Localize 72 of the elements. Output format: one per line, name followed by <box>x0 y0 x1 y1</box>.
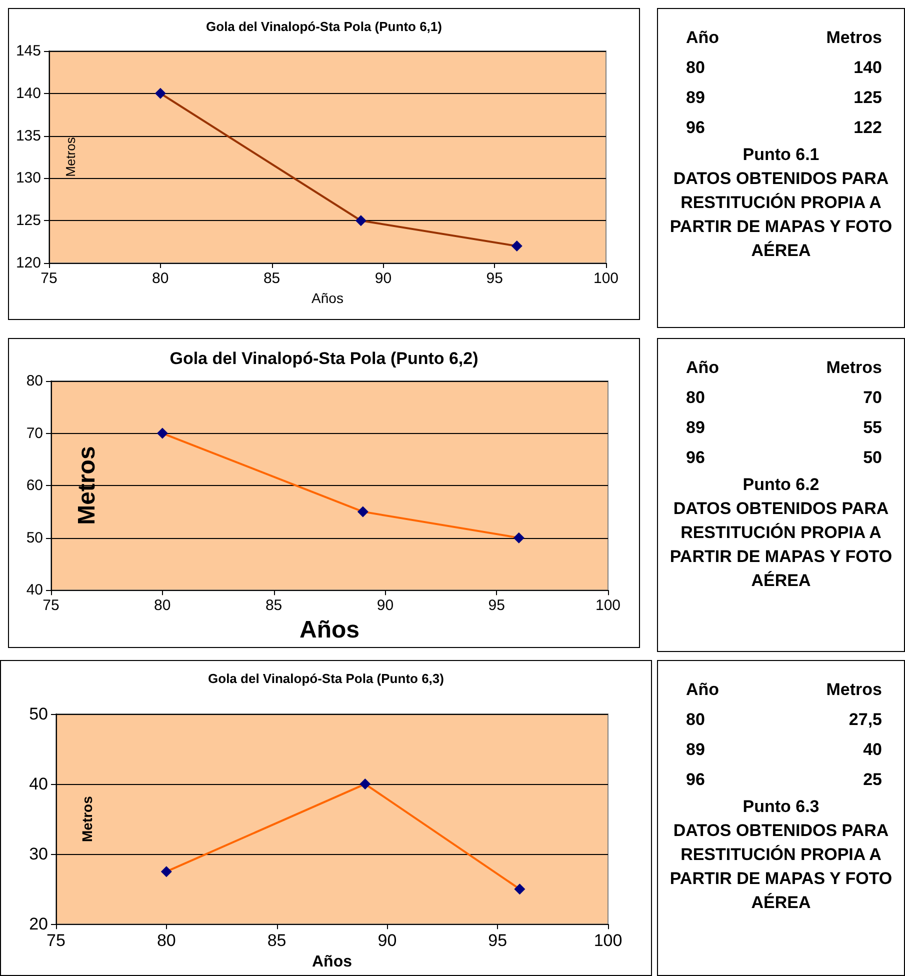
text: Punto 6.2 <box>742 474 820 496</box>
text: 80 <box>686 57 705 79</box>
x-tick-label: 80 <box>152 270 169 287</box>
text: 125 <box>854 87 882 109</box>
x-tick-label: 95 <box>488 931 508 950</box>
text: Punto 6.1 <box>742 144 820 166</box>
text: 50 <box>863 447 882 469</box>
x-axis-title: Años <box>312 290 344 306</box>
y-tick-label: 145 <box>16 42 41 60</box>
chart-title: Gola del Vinalopó-Sta Pola (Punto 6,2) <box>170 349 478 368</box>
y-tick-label: 50 <box>29 704 48 724</box>
text: DATOS OBTENIDOS PARA RESTITUCIÓN PROPIA A PARTIR DE MAPAS Y FOTO AÉREA <box>668 168 894 262</box>
y-tick-label: 20 <box>29 914 48 934</box>
text: Metros <box>826 27 882 49</box>
y-tick-label: 120 <box>16 254 41 272</box>
x-tick-label: 90 <box>376 597 394 614</box>
x-tick-label: 85 <box>263 270 280 287</box>
text: Año <box>686 357 720 379</box>
text: 140 <box>854 57 882 79</box>
y-tick-label: 40 <box>29 774 48 794</box>
text: DATOS OBTENIDOS PARA RESTITUCIÓN PROPIA A PARTIR DE MAPAS Y FOTO AÉREA <box>668 820 894 914</box>
text: 40 <box>863 739 882 761</box>
text: Metros <box>826 679 882 701</box>
x-tick-label: 100 <box>593 270 619 287</box>
text: 55 <box>863 417 882 439</box>
x-axis-title: Años <box>312 954 352 970</box>
x-tick-label: 100 <box>595 597 621 614</box>
x-tick-label: 80 <box>156 931 176 950</box>
y-tick-label: 125 <box>16 212 41 230</box>
text: 70 <box>863 387 882 409</box>
text: 89 <box>686 417 705 439</box>
x-tick-label: 85 <box>265 597 282 614</box>
y-tick-label: 60 <box>26 477 43 494</box>
y-tick-label: 70 <box>26 424 43 442</box>
x-tick-label: 75 <box>42 597 60 614</box>
x-tick-label: 75 <box>40 270 58 287</box>
x-tick-label: 80 <box>154 597 171 614</box>
text: Año <box>686 27 720 49</box>
text: Metros <box>826 357 882 379</box>
x-tick-label: 90 <box>378 931 397 950</box>
text: 122 <box>854 117 882 139</box>
y-tick-label: 80 <box>26 372 43 390</box>
text: Punto 6.3 <box>742 796 820 818</box>
text: 89 <box>686 87 705 109</box>
chart-title: Gola del Vinalopó-Sta Pola (Punto 6,3) <box>208 671 444 686</box>
text: 96 <box>686 447 705 469</box>
text: 80 <box>686 387 705 409</box>
x-tick-label: 90 <box>374 270 392 287</box>
y-tick-label: 50 <box>26 529 43 546</box>
text: 25 <box>863 769 882 791</box>
x-tick-label: 100 <box>594 931 622 950</box>
text: 80 <box>686 709 705 731</box>
y-axis-title: Metros <box>79 796 95 842</box>
y-tick-label: 140 <box>16 84 41 102</box>
text: 27,5 <box>848 709 882 731</box>
y-axis-title: Metros <box>63 136 78 177</box>
y-tick-label: 135 <box>16 127 41 144</box>
x-tick-label: 85 <box>267 931 286 950</box>
y-tick-label: 130 <box>16 170 41 187</box>
chart-title: Gola del Vinalopó-Sta Pola (Punto 6,1) <box>206 19 442 34</box>
text: 96 <box>686 117 705 139</box>
x-tick-label: 75 <box>46 931 66 950</box>
x-axis-title: Años <box>300 616 360 644</box>
text: DATOS OBTENIDOS PARA RESTITUCIÓN PROPIA A PARTIR DE MAPAS Y FOTO AÉREA <box>668 498 894 592</box>
y-tick-label: 30 <box>29 844 48 864</box>
text: 96 <box>686 769 705 791</box>
text: Año <box>686 679 720 701</box>
text: 89 <box>686 739 705 761</box>
y-tick-label: 40 <box>26 582 43 599</box>
x-tick-label: 95 <box>488 597 505 614</box>
x-tick-label: 95 <box>486 270 503 287</box>
y-axis-title: Metros <box>74 446 100 525</box>
